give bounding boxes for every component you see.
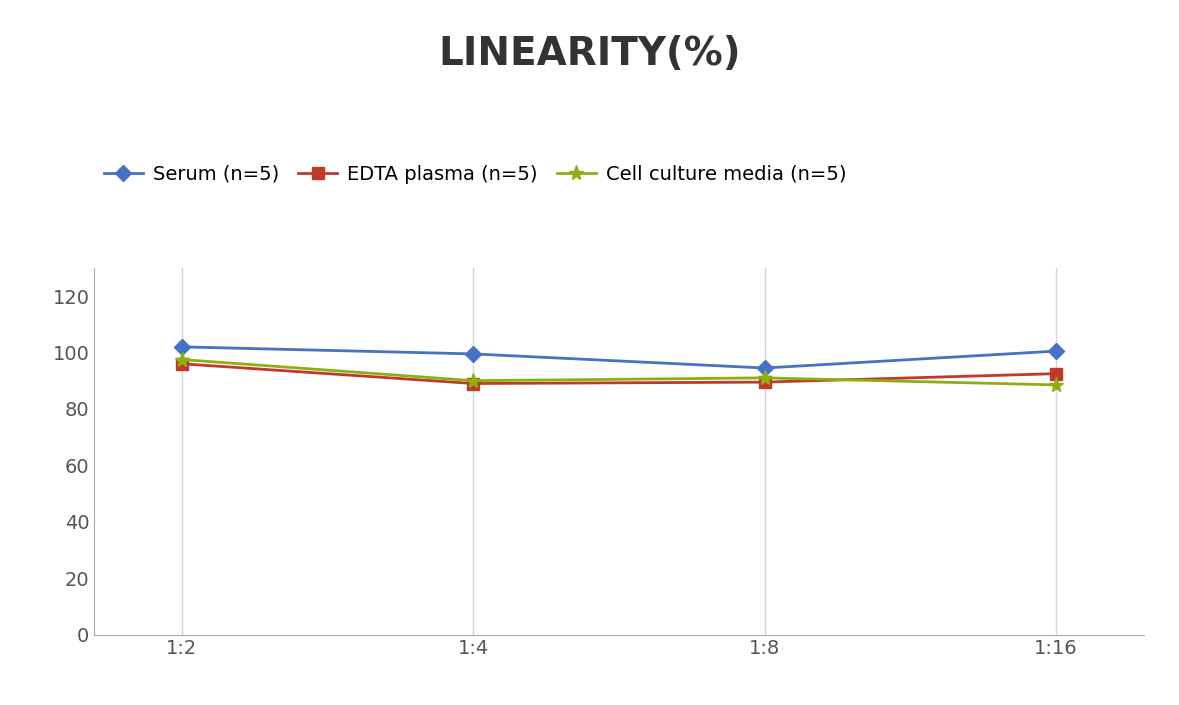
EDTA plasma (n=5)	[1049, 369, 1063, 378]
Line: EDTA plasma (n=5): EDTA plasma (n=5)	[176, 358, 1062, 389]
Legend: Serum (n=5), EDTA plasma (n=5), Cell culture media (n=5): Serum (n=5), EDTA plasma (n=5), Cell cul…	[104, 165, 847, 184]
Serum (n=5)	[466, 350, 480, 358]
Line: Serum (n=5): Serum (n=5)	[176, 341, 1062, 374]
EDTA plasma (n=5)	[758, 378, 772, 386]
EDTA plasma (n=5)	[466, 379, 480, 388]
Cell culture media (n=5)	[1049, 381, 1063, 389]
Serum (n=5)	[758, 364, 772, 372]
Cell culture media (n=5)	[758, 374, 772, 382]
Line: Cell culture media (n=5): Cell culture media (n=5)	[174, 352, 1063, 393]
Cell culture media (n=5)	[466, 376, 480, 385]
Serum (n=5)	[174, 343, 189, 351]
Cell culture media (n=5)	[174, 355, 189, 364]
Text: LINEARITY(%): LINEARITY(%)	[439, 35, 740, 73]
EDTA plasma (n=5)	[174, 360, 189, 368]
Serum (n=5)	[1049, 347, 1063, 355]
